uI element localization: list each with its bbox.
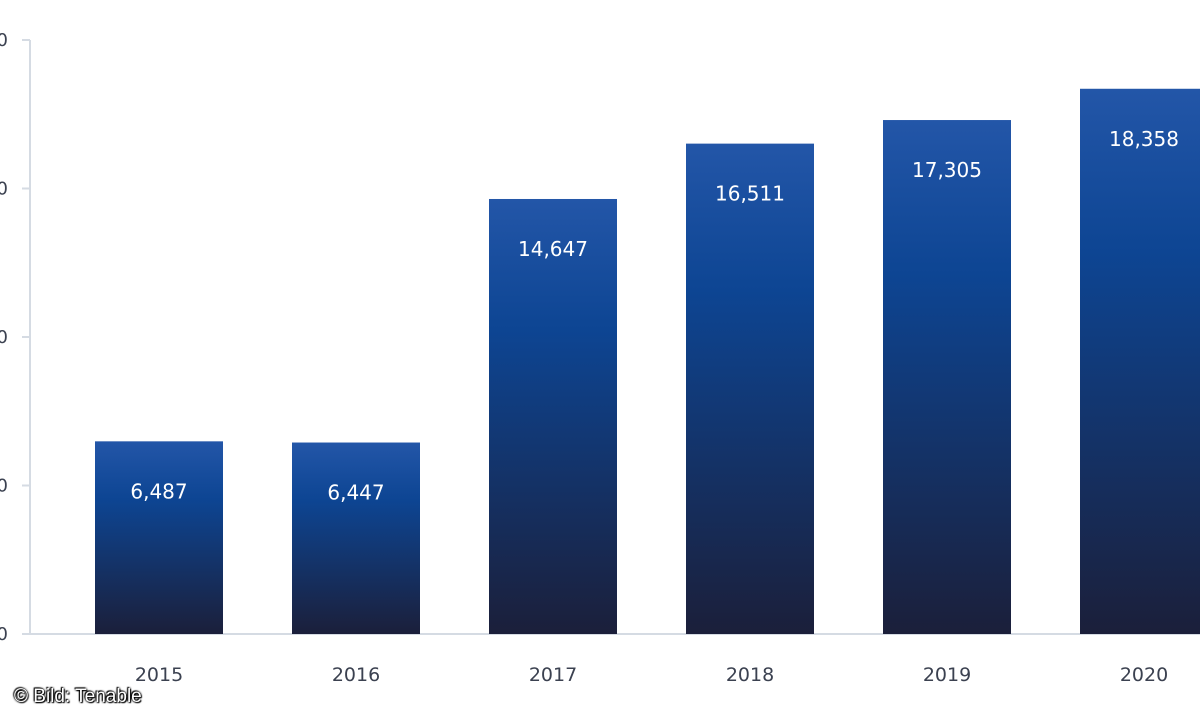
- bar-2020: [1080, 88, 1200, 635]
- data-label-2017: 14,647: [518, 237, 588, 261]
- bar-2017: [489, 198, 617, 634]
- x-tick-label-2017: 2017: [529, 664, 577, 686]
- x-tick-label-2018: 2018: [726, 664, 774, 686]
- x-tick-label-2019: 2019: [923, 664, 971, 686]
- image-credit: © Bild: Tenable: [14, 686, 142, 707]
- y-tick-label: 0: [0, 327, 8, 348]
- bar-2016: [292, 442, 420, 634]
- y-tick-label: 0: [0, 179, 8, 200]
- data-label-2019: 17,305: [912, 158, 982, 182]
- x-tick-label-2016: 2016: [332, 664, 380, 686]
- bar-2015: [95, 441, 223, 634]
- y-tick-label: 0: [0, 30, 8, 51]
- data-label-2015: 6,487: [130, 479, 187, 503]
- x-tick-label-2020: 2020: [1120, 664, 1168, 686]
- data-label-2016: 6,447: [327, 481, 384, 505]
- data-label-2018: 16,511: [715, 182, 785, 206]
- data-label-2020: 18,358: [1109, 127, 1179, 151]
- bar-2019: [883, 120, 1011, 634]
- y-tick-label: 0: [0, 624, 8, 645]
- y-tick-label: 0: [0, 476, 8, 497]
- bar-2018: [686, 143, 814, 635]
- x-tick-label-2015: 2015: [135, 664, 183, 686]
